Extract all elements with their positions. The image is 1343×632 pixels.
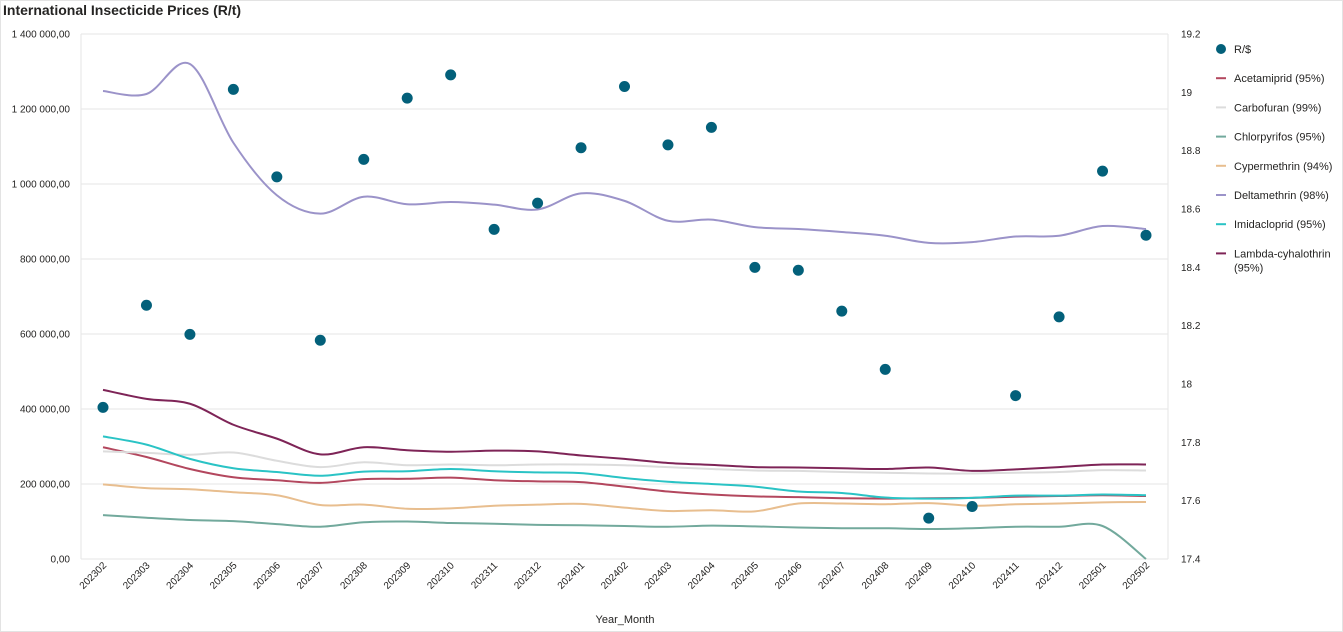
scatter-point-r bbox=[97, 401, 109, 413]
scatter-point-r bbox=[445, 69, 457, 81]
scatter-point-r bbox=[314, 334, 326, 346]
legend-label-imidacloprid-95: Imidacloprid (95%) bbox=[1234, 219, 1326, 231]
scatter-point-r bbox=[140, 299, 152, 311]
x-tick-label: 202404 bbox=[686, 560, 718, 592]
x-tick-label: 202302 bbox=[78, 560, 110, 592]
y-right-axis: 17.4 17.6 17.8 18 18.2 18.4 18.6 18.8 19 19.2 bbox=[1181, 30, 1201, 566]
y-left-tick-label: 600 000,00 bbox=[20, 330, 70, 341]
y-left-tick-label: 200 000,00 bbox=[20, 480, 70, 491]
y-right-tick-label: 19.2 bbox=[1181, 30, 1201, 41]
scatter-point-r bbox=[1053, 311, 1065, 323]
x-tick-label: 202401 bbox=[556, 560, 588, 592]
gridlines bbox=[80, 33, 1169, 560]
x-tick-label: 202309 bbox=[382, 560, 414, 592]
scatter-point-r bbox=[705, 121, 717, 133]
y-right-tick-label: 18 bbox=[1181, 380, 1193, 391]
series-line-carbofuran-99 bbox=[102, 450, 1147, 475]
y-right-tick-label: 17.4 bbox=[1181, 555, 1201, 566]
scatter-point-r bbox=[184, 328, 196, 340]
scatter-point-r bbox=[1140, 229, 1152, 241]
x-tick-label: 202308 bbox=[338, 560, 370, 592]
scatter-point-r bbox=[923, 512, 935, 524]
x-tick-label: 202303 bbox=[121, 560, 153, 592]
scatter-point-r bbox=[532, 197, 544, 209]
scatter-point-r bbox=[836, 305, 848, 317]
series-line-imidacloprid-95 bbox=[102, 435, 1147, 500]
x-tick-label: 202405 bbox=[730, 560, 762, 592]
series-line-deltamethrin-98 bbox=[102, 61, 1147, 245]
scatter-point-r bbox=[662, 139, 674, 151]
scatter-point-r bbox=[879, 363, 891, 375]
legend: R/$ Acetamiprid (95%) Carbofuran (99%) Chlo… bbox=[1216, 44, 1332, 274]
y-right-tick-label: 18.8 bbox=[1181, 146, 1201, 157]
scatter-point-r bbox=[966, 501, 978, 512]
y-left-axis: 0,00 200 000,00 400 000,00 600 000,00 800 00… bbox=[12, 30, 71, 566]
scatter-point-r bbox=[488, 223, 500, 235]
x-tick-label: 202306 bbox=[252, 560, 284, 592]
legend-label-carbofuran-99: Carbofuran (99%) bbox=[1234, 102, 1321, 114]
x-tick-label: 202502 bbox=[1121, 560, 1153, 592]
x-tick-label: 202312 bbox=[512, 560, 544, 592]
legend-label-deltamethrin-98: Deltamethrin (98%) bbox=[1234, 190, 1329, 202]
x-tick-label: 202311 bbox=[469, 560, 500, 591]
x-tick-label: 202307 bbox=[295, 560, 327, 592]
scatter-point-r bbox=[792, 264, 804, 276]
series-line-lambda-cyhalothrin-95 bbox=[102, 388, 1147, 472]
legend-label-chlorpyrifos-95: Chlorpyrifos (95%) bbox=[1234, 132, 1325, 144]
y-left-tick-label: 1 000 000,00 bbox=[12, 180, 71, 191]
x-tick-label: 202408 bbox=[860, 560, 892, 592]
x-tick-label: 202402 bbox=[599, 560, 631, 592]
legend-label-r: R/$ bbox=[1234, 44, 1251, 56]
legend-label-lambda-cyhalothrin-95: Lambda-cyhalothrin (95%) bbox=[1234, 248, 1331, 274]
y-left-tick-label: 800 000,00 bbox=[20, 255, 70, 266]
scatter-point-r bbox=[619, 81, 630, 92]
y-right-tick-label: 17.8 bbox=[1181, 438, 1201, 449]
scatter-point-r bbox=[358, 153, 370, 165]
legend-label-cypermethrin-94: Cypermethrin (94%) bbox=[1234, 161, 1332, 173]
scatter-point-r bbox=[271, 171, 283, 183]
y-right-tick-label: 18.6 bbox=[1181, 205, 1201, 216]
legend-marker-r bbox=[1216, 44, 1226, 54]
x-axis-title: Year_Month bbox=[596, 614, 655, 626]
scatter-point-r bbox=[227, 83, 239, 95]
scatter-point-r bbox=[1097, 165, 1109, 177]
y-left-tick-label: 0,00 bbox=[51, 555, 71, 566]
scatter-point-r bbox=[575, 142, 587, 154]
x-tick-label: 202409 bbox=[903, 560, 935, 592]
scatter-point-r bbox=[749, 261, 761, 273]
x-tick-label: 202407 bbox=[817, 560, 849, 592]
x-tick-label: 202410 bbox=[947, 560, 979, 592]
series-points bbox=[97, 69, 1152, 524]
x-axis: 202302 202303 202304 202305 202306 202307 2023… bbox=[78, 560, 1153, 592]
y-right-tick-label: 18.2 bbox=[1181, 321, 1201, 332]
x-tick-label: 202412 bbox=[1034, 560, 1066, 592]
x-tick-label: 202310 bbox=[425, 560, 457, 592]
x-tick-label: 202304 bbox=[165, 560, 197, 592]
y-right-tick-label: 18.4 bbox=[1181, 263, 1201, 274]
series-lines bbox=[102, 61, 1147, 560]
x-tick-label: 202403 bbox=[643, 560, 675, 592]
scatter-point-r bbox=[401, 92, 413, 104]
series-line-chlorpyrifos-95 bbox=[102, 514, 1147, 560]
y-left-tick-label: 1 400 000,00 bbox=[12, 30, 71, 41]
scatter-point-r bbox=[1010, 390, 1022, 402]
x-tick-label: 202501 bbox=[1077, 560, 1109, 592]
y-right-tick-label: 19 bbox=[1181, 88, 1193, 99]
y-left-tick-label: 400 000,00 bbox=[20, 405, 70, 416]
x-tick-label: 202406 bbox=[773, 560, 805, 592]
legend-label-acetamiprid-95: Acetamiprid (95%) bbox=[1234, 73, 1324, 85]
x-tick-label: 202305 bbox=[208, 560, 240, 592]
y-right-tick-label: 17.6 bbox=[1181, 496, 1201, 507]
y-left-tick-label: 1 200 000,00 bbox=[12, 105, 71, 116]
chart-title: International Insecticide Prices (R/t) bbox=[3, 2, 242, 18]
x-tick-label: 202411 bbox=[991, 560, 1022, 591]
